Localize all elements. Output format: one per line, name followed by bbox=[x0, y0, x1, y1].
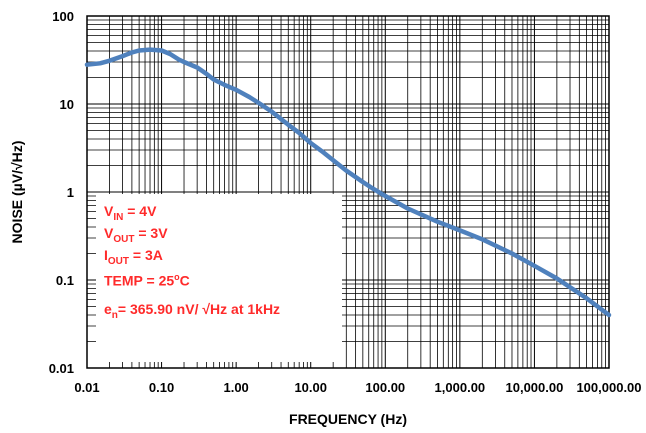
x-tick-label: 0.01 bbox=[74, 380, 99, 395]
y-tick-label: 100 bbox=[52, 9, 74, 24]
x-axis-label: FREQUENCY (Hz) bbox=[289, 411, 407, 427]
x-tick-label: 100.00 bbox=[365, 380, 405, 395]
x-tick-label: 1.00 bbox=[223, 380, 248, 395]
y-tick-label: 0.01 bbox=[49, 361, 74, 376]
annotation-vin: VIN = 4V bbox=[104, 203, 157, 223]
x-tick-label: 10,000.00 bbox=[506, 380, 564, 395]
plot-frame bbox=[86, 15, 610, 369]
x-tick-label: 1,000.00 bbox=[435, 380, 486, 395]
y-tick-label: 0.1 bbox=[56, 273, 74, 288]
annotation-noise-density: en= 365.90 nV/ √Hz at 1kHz bbox=[104, 301, 281, 321]
x-tick-label: 10.00 bbox=[294, 380, 327, 395]
series-line-0 bbox=[84, 47, 612, 318]
x-tick-labels: 0.01 0.10 1.00 10.00 100.00 1,000.00 10,000.00… bbox=[74, 380, 641, 395]
conditions-annotation: VIN = 4V VOUT = 3V IOUT = 3A TEMP = 25oC… bbox=[96, 194, 342, 362]
annotation-vout: VOUT = 3V bbox=[104, 225, 168, 245]
annotation-temp: TEMP = 25oC bbox=[104, 272, 190, 289]
noise-series bbox=[84, 47, 612, 318]
x-tick-label: 0.10 bbox=[149, 380, 174, 395]
y-axis-label: NOISE (µV/√Hz) bbox=[9, 141, 25, 244]
y-tick-label: 1 bbox=[67, 185, 74, 200]
annotation-iout: IOUT = 3A bbox=[104, 247, 163, 267]
y-tick-label: 10 bbox=[60, 97, 74, 112]
y-tick-labels: 0.01 0.1 1 10 100 bbox=[49, 9, 74, 376]
x-tick-label: 100,000.00 bbox=[576, 380, 641, 395]
